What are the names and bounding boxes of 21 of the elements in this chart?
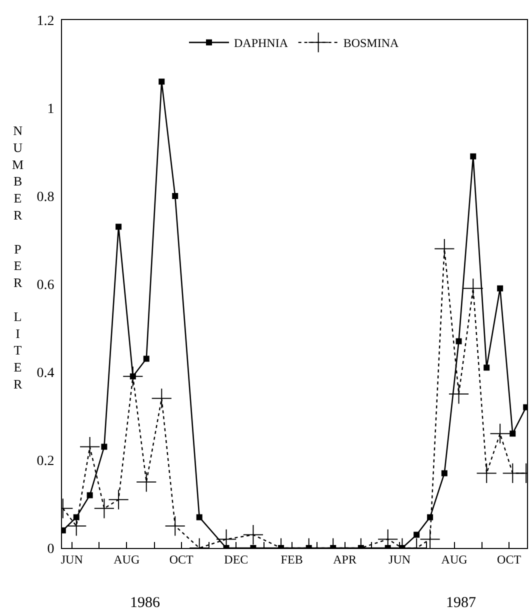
- x-tick-label: FEB: [280, 552, 303, 566]
- x-tick-label: APR: [333, 552, 356, 566]
- text: 1987: [446, 595, 476, 608]
- y-tick-label: 0.6: [36, 278, 54, 293]
- x-tick-label: AUG: [114, 552, 140, 566]
- y-tick-label: 1: [47, 102, 54, 117]
- y-tick-label: 0.2: [36, 454, 54, 469]
- x-tick-label: DEC: [224, 552, 248, 566]
- x-tick-label: JUN: [60, 552, 84, 566]
- y-tick-label: 1.2: [36, 14, 54, 29]
- legend-label: DAPHNIA: [234, 36, 288, 50]
- y-tick-label: 0.4: [36, 366, 54, 381]
- x-tick-label: OCT: [497, 552, 522, 566]
- x-tick-label: OCT: [169, 552, 194, 566]
- text: 1986: [130, 595, 160, 608]
- y-tick-label: 0: [47, 542, 54, 557]
- legend-label: BOSMINA: [343, 36, 400, 50]
- text: NUMBER PER LITER: [12, 123, 24, 392]
- x-tick-label: JUN: [388, 552, 411, 566]
- x-tick-label: AUG: [441, 552, 468, 566]
- y-tick-label: 0.8: [36, 190, 54, 205]
